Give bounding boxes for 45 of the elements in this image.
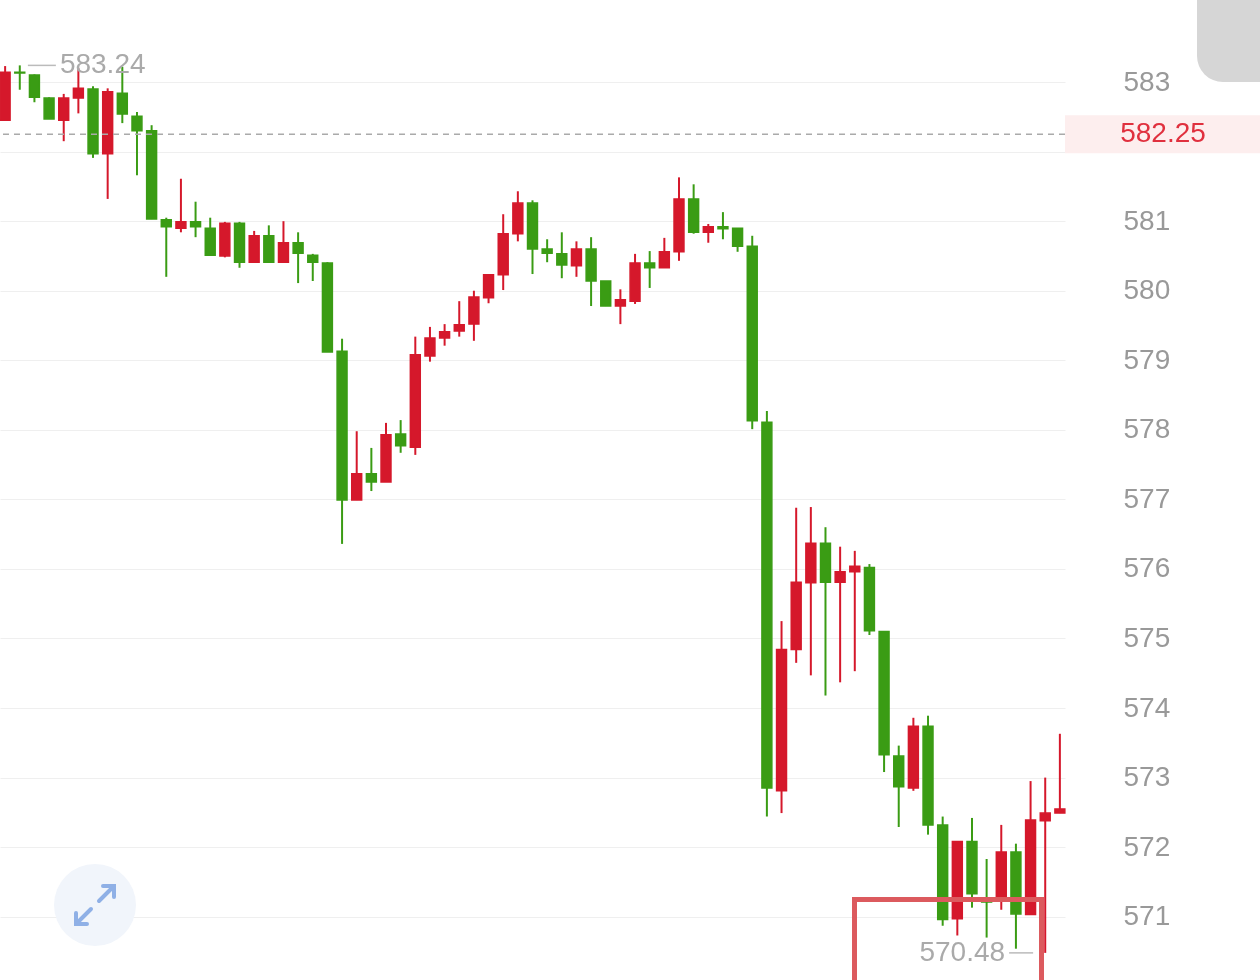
candlestick <box>1054 732 1066 815</box>
y-tick-label: 572 <box>1123 830 1171 862</box>
y-tick-label: 576 <box>1123 552 1171 584</box>
candlestick <box>702 222 714 244</box>
candlestick <box>556 231 568 280</box>
candlestick <box>570 240 583 278</box>
y-tick-label: 581 <box>1123 204 1171 236</box>
candlestick <box>394 419 407 454</box>
annotation: 570.48 <box>919 935 1006 967</box>
candlestick <box>277 220 290 264</box>
candlestick <box>160 216 172 278</box>
y-tick-label: 579 <box>1123 343 1171 375</box>
y-tick-label: 580 <box>1123 274 1171 306</box>
candlestick <box>365 446 378 493</box>
candlestick <box>482 273 495 305</box>
candlestick <box>614 288 627 326</box>
y-tick-label: 575 <box>1123 622 1171 653</box>
candlestick <box>438 323 451 347</box>
y-tick-label: 578 <box>1123 413 1171 445</box>
candlestick <box>43 96 55 120</box>
candlestick <box>28 73 41 104</box>
candlestick <box>14 64 26 91</box>
candlestick <box>58 92 70 143</box>
candlestick <box>189 200 202 239</box>
y-tick-label: 577 <box>1123 482 1171 514</box>
candlestick <box>424 325 436 363</box>
candlestick <box>849 549 861 673</box>
y-tick-label: 574 <box>1123 691 1171 723</box>
candlestick <box>307 252 319 282</box>
candlestick <box>453 300 465 338</box>
y-tick-label: 583 <box>1123 65 1171 97</box>
candlestick <box>643 250 656 289</box>
candlestick <box>131 110 143 177</box>
y-tick-label: 573 <box>1123 761 1171 793</box>
y-tick-label: 571 <box>1123 900 1171 932</box>
candlestick <box>292 231 304 285</box>
candlestick <box>834 545 846 684</box>
candlestick <box>658 236 671 269</box>
ref-line-label: 582.25 <box>1120 117 1206 149</box>
candlestick <box>541 238 553 264</box>
candlestick <box>1039 776 1051 954</box>
candlestick <box>175 177 187 234</box>
annotation: 583.24 <box>59 48 146 80</box>
candlestick <box>731 227 744 253</box>
candlestick <box>717 211 729 241</box>
